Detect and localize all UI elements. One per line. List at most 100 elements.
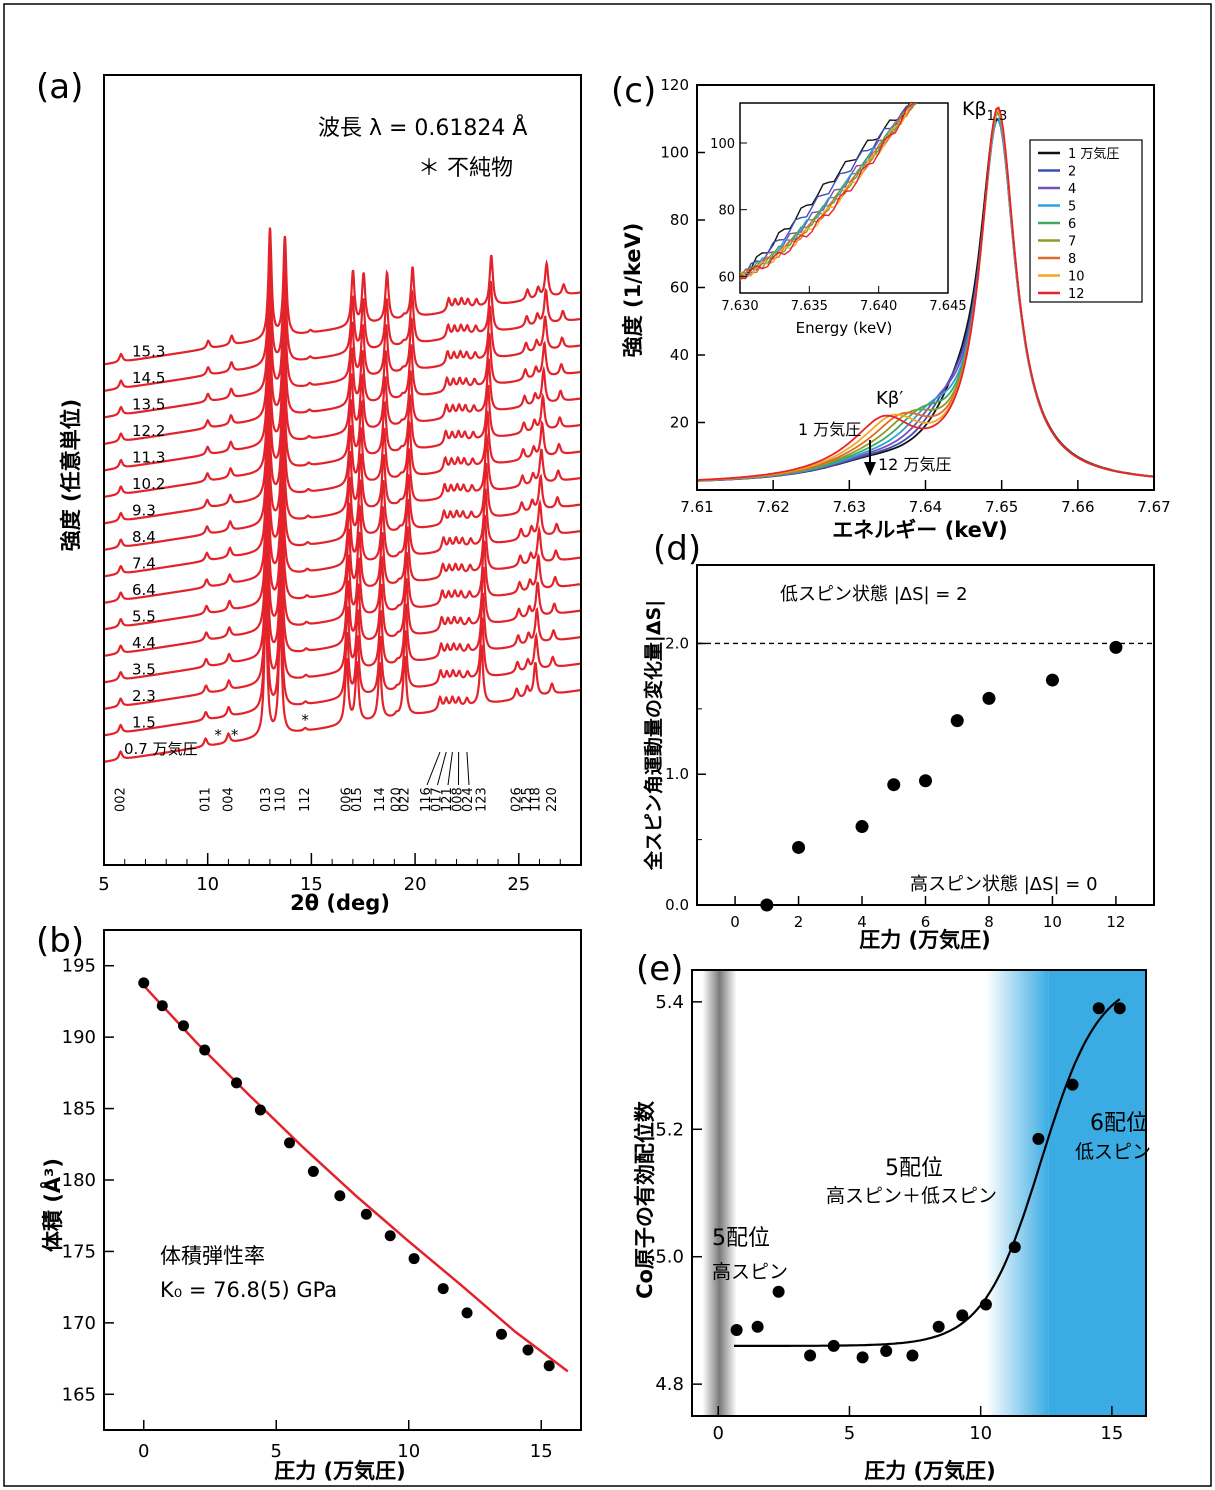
- data-point: [543, 1360, 555, 1372]
- panel-d-axes: 0 2 4 6 8 10 12 0.0 1.0 2.0: [665, 634, 1125, 931]
- pressure-label: 4.4: [132, 634, 156, 652]
- y-tick-label: 190: [62, 1027, 96, 1048]
- data-point: [360, 1208, 372, 1220]
- data-point: [856, 1351, 869, 1364]
- hkl-leader: [466, 751, 470, 786]
- hkl-leader: [437, 751, 447, 786]
- data-point: [334, 1190, 346, 1202]
- panel-c-label: (c): [611, 71, 656, 111]
- data-point: [384, 1230, 396, 1242]
- hkl-label: 004: [221, 787, 236, 812]
- hkl-label: 002: [114, 787, 129, 812]
- panel-e-mid-sub: 高スピン＋低スピン: [826, 1185, 997, 1207]
- hkl-leader: [426, 751, 441, 786]
- x-tick-label: 6: [921, 913, 931, 931]
- x-tick-label: 0: [138, 1441, 149, 1462]
- panel-c-legend: 1 万気圧 2 4 5 6 7 8 10 12: [1029, 139, 1143, 303]
- inset-trace: [740, 103, 915, 276]
- panel-a-ylabel: 強度 (任意単位): [59, 399, 83, 552]
- pressure-label: 10.2: [132, 475, 165, 493]
- data-point: [982, 691, 996, 705]
- panel-a-label: (a): [36, 67, 83, 107]
- panel-b: (b) 体積 (Å³) 圧力 (万気圧) 体積弾性率 K₀ = 76.8(5) …: [36, 921, 582, 1483]
- xrd-trace: [104, 353, 581, 498]
- pressure-label: 1.5: [132, 714, 156, 732]
- impurity-mark: *: [231, 726, 239, 744]
- xrd-trace: [104, 505, 581, 657]
- hkl-label: 118: [528, 787, 543, 812]
- data-point: [437, 1283, 449, 1295]
- x-tick-label: 4: [857, 913, 867, 931]
- panel-e-left-sub: 高スピン: [712, 1261, 788, 1283]
- impurity-mark: *: [301, 711, 309, 729]
- panel-b-plot: [138, 977, 569, 1373]
- x-tick-label: 7.67: [1137, 498, 1170, 516]
- hkl-label: 024: [461, 787, 476, 812]
- pressure-label: 7.4: [132, 555, 156, 573]
- legend-entry: 8: [1068, 252, 1076, 267]
- panel-e-axes: 0 5 10 15 4.8 5.0 5.2 5.4: [655, 992, 1123, 1444]
- pressure-label: 8.4: [132, 528, 156, 546]
- pressure-label: 2.3: [132, 687, 156, 705]
- y-tick-label: 185: [62, 1099, 96, 1120]
- panel-a-wavelength: 波長 λ = 0.61824 Å: [318, 114, 527, 141]
- panel-c-traces: [697, 106, 1154, 482]
- hkl-label: 015: [350, 787, 365, 812]
- inset-x-tick-label: 7.635: [791, 299, 828, 314]
- y-tick-label: 120: [660, 76, 689, 94]
- inset-xlabel: Energy (keV): [796, 319, 893, 337]
- panel-a-plot: 0.7 万気圧 1.5 2.3 3.5 4.4 5.5 6.4 7.4 8.4 9.3 10.2 11…: [104, 227, 581, 812]
- panel-e-right-sub: 低スピン: [1075, 1141, 1151, 1163]
- data-point: [156, 1000, 168, 1012]
- y-tick-label: 80: [670, 211, 689, 229]
- y-tick-label: 20: [670, 414, 689, 432]
- x-tick-label: 5: [271, 1441, 282, 1462]
- xrd-trace: [104, 277, 581, 419]
- data-point: [1113, 1002, 1126, 1015]
- hkl-label: 116: [419, 787, 434, 812]
- hkl-label: 026: [510, 787, 525, 812]
- data-point: [1032, 1132, 1045, 1145]
- panel-a-impurity-note: ＊ 不純物: [418, 156, 513, 181]
- inset-frame: [739, 102, 949, 294]
- inset-x-tick-label: 7.630: [721, 299, 758, 314]
- data-point: [979, 1298, 992, 1311]
- data-point: [178, 1020, 189, 1032]
- x-tick-label: 15: [300, 874, 323, 895]
- xrd-trace: [104, 605, 581, 763]
- data-point: [950, 714, 964, 728]
- panel-a: (a) 強度 (任意単位) 2θ (deg) 波長 λ = 0.61824 Å …: [36, 67, 582, 915]
- data-point: [956, 1309, 969, 1322]
- panel-e-frame: [691, 969, 1147, 1417]
- legend-entry: 7: [1068, 235, 1076, 250]
- xrd-trace: [104, 480, 581, 631]
- panel-c-kbprime-label: Kβ′: [876, 388, 903, 409]
- panel-c-arrow-head: [864, 462, 876, 476]
- xrd-trace: [104, 555, 581, 710]
- panel-c-peak-label: Kβ1,3: [962, 98, 1007, 124]
- panel-a-xlabel: 2θ (deg): [290, 891, 390, 915]
- hkl-label: 123: [474, 787, 489, 812]
- pressure-label: 6.4: [132, 581, 156, 599]
- y-tick-label: 5.2: [655, 1119, 684, 1140]
- data-point: [751, 1320, 764, 1333]
- panel-b-label: (b): [36, 921, 84, 961]
- xrd-trace: [104, 529, 581, 684]
- x-tick-label: 15: [1100, 1423, 1123, 1444]
- y-tick-label: 0.0: [665, 896, 689, 914]
- data-point: [1109, 640, 1123, 654]
- panel-c-inset: 7.630 7.635 7.640 7.645 60 80 100 Energy (keV): [710, 102, 967, 337]
- panel-d-plot: [697, 640, 1154, 912]
- panel-e-ylabel: Co原子の有効配位数: [633, 1100, 657, 1299]
- x-tick-label: 10: [397, 1441, 420, 1462]
- x-tick-label: 7.64: [909, 498, 942, 516]
- inset-y-tick-label: 100: [710, 137, 735, 152]
- data-point: [919, 774, 932, 788]
- panel-c-ylabel: 強度 (1/keV): [621, 223, 645, 358]
- data-point: [496, 1328, 507, 1340]
- fit-curve: [142, 984, 569, 1373]
- xrd-trace: [104, 252, 581, 392]
- x-tick-label: 8: [984, 913, 994, 931]
- x-tick-label: 7.65: [985, 498, 1018, 516]
- data-point: [284, 1137, 295, 1149]
